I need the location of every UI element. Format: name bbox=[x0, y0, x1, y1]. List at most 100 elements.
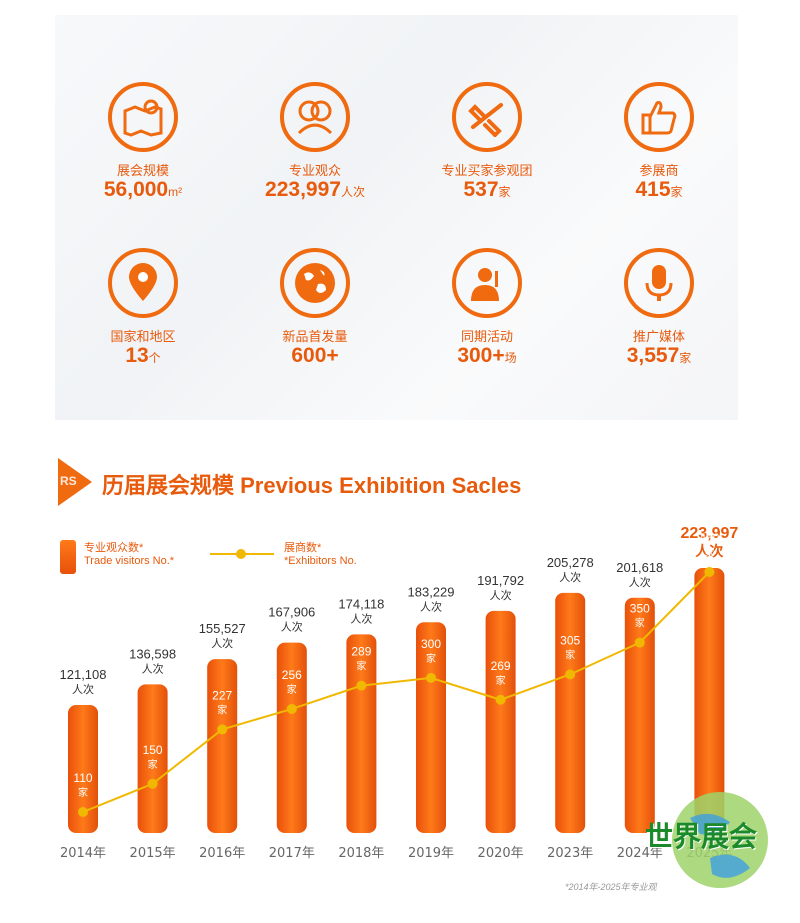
bar-unit-label: 人次 bbox=[72, 682, 94, 696]
bar-unit-label: 人次 bbox=[350, 611, 372, 625]
line-point bbox=[217, 724, 228, 735]
bar-value-label: 167,906 bbox=[268, 605, 315, 620]
line-unit-label: 家 bbox=[565, 648, 575, 661]
bar-value-label: 183,229 bbox=[408, 584, 455, 599]
bar-unit-label: 人次 bbox=[559, 570, 581, 584]
stat-trade-visitors: 专业观众 223,997人次 bbox=[230, 82, 400, 203]
chart-legend: 专业观众数* Trade visitors No.* 展商数* *Exhibitor… bbox=[60, 540, 390, 580]
line-point bbox=[356, 680, 367, 691]
line-unit-label: 家 bbox=[426, 652, 436, 665]
bar bbox=[68, 705, 98, 833]
line-unit-label: 家 bbox=[356, 660, 366, 673]
stat-value: 223,997 bbox=[265, 178, 341, 201]
stat-label: 新品首发量 bbox=[282, 329, 348, 344]
footnote: *2014年-2025年专业观 bbox=[565, 882, 657, 892]
stat-value: 13 bbox=[125, 344, 149, 367]
x-tick-label: 2016年 bbox=[199, 846, 245, 861]
bar-value-label: 205,278 bbox=[547, 555, 594, 570]
bar bbox=[555, 592, 586, 833]
bar bbox=[485, 610, 516, 833]
exhibitors-line bbox=[82, 571, 711, 813]
logo-text: RS bbox=[60, 474, 77, 488]
stat-buyer-groups: 专业买家参观团 537家 bbox=[402, 82, 572, 203]
line-unit-label: 家 bbox=[217, 703, 227, 716]
globe-icon bbox=[280, 248, 350, 318]
x-tick-label: 2019年 bbox=[408, 846, 454, 861]
legend-bars-cn: 专业观众数* bbox=[84, 542, 144, 554]
bar bbox=[276, 642, 307, 833]
line-point bbox=[634, 637, 645, 648]
stat-label: 推广媒体 bbox=[632, 329, 685, 344]
line-value-label: 300 bbox=[421, 637, 441, 651]
bar-value-label: 121,108 bbox=[60, 667, 107, 682]
stat-label: 国家和地区 bbox=[110, 329, 176, 344]
legend-dot-swatch bbox=[236, 549, 246, 559]
bar-value-label: 223,997 bbox=[680, 525, 738, 542]
line-point bbox=[147, 778, 158, 789]
line-unit-label: 家 bbox=[78, 786, 88, 799]
bar-unit-label: 人次 bbox=[211, 636, 233, 650]
line-value-label: 350 bbox=[630, 602, 650, 616]
line-value-label: 450 bbox=[699, 531, 719, 545]
stat-value: 56,000 bbox=[103, 178, 169, 201]
stat-label: 同期活动 bbox=[460, 329, 513, 344]
line-value-label: 289 bbox=[351, 645, 371, 659]
line-unit-label: 家 bbox=[287, 683, 297, 696]
bar-value-label: 136,598 bbox=[129, 646, 176, 661]
stat-unit: 人次 bbox=[340, 185, 365, 199]
microphone-icon bbox=[624, 248, 694, 318]
line-value-label: 227 bbox=[212, 688, 232, 702]
location-icon bbox=[108, 248, 178, 318]
legend-bars-en: Trade visitors No.* bbox=[84, 555, 175, 567]
line-point bbox=[704, 567, 715, 577]
bar-unit-label: 人次 bbox=[420, 599, 442, 613]
line-unit-label: 家 bbox=[148, 758, 158, 771]
x-tick-label: 2015年 bbox=[130, 846, 176, 861]
bar-value-label: 201,618 bbox=[616, 560, 663, 575]
line-value-label: 110 bbox=[73, 771, 92, 785]
line-point bbox=[286, 703, 297, 714]
line-value-label: 269 bbox=[491, 659, 511, 673]
speaker-icon bbox=[452, 248, 522, 318]
legend-line-en: *Exhibitors No. bbox=[284, 555, 357, 567]
stat-concurrent-events: 同期活动 300+场 bbox=[402, 248, 572, 369]
x-tick-label: 2020年 bbox=[478, 846, 524, 861]
bar-value-label: 174,118 bbox=[338, 596, 384, 611]
watermark-text: 世界展会 bbox=[645, 820, 758, 853]
line-point bbox=[565, 669, 576, 680]
stat-unit: 场 bbox=[504, 351, 517, 365]
stat-unit: 家 bbox=[679, 351, 692, 365]
stat-value: 300+ bbox=[457, 344, 505, 367]
map-pin-icon bbox=[108, 82, 178, 152]
stat-exhibition-area: 展会规模 56,000m² bbox=[58, 82, 228, 203]
line-unit-label: 家 bbox=[704, 546, 714, 559]
stat-label: 展会规模 bbox=[116, 163, 169, 178]
play-logo-icon bbox=[58, 458, 92, 506]
audience-icon bbox=[280, 82, 350, 152]
stat-value: 415 bbox=[635, 178, 671, 201]
bar-value-label: 155,527 bbox=[199, 621, 246, 636]
airplane-icon bbox=[452, 82, 522, 152]
bar-unit-label: 人次 bbox=[281, 620, 303, 634]
stat-unit: m² bbox=[168, 185, 183, 199]
stat-countries: 国家和地区 13个 bbox=[58, 248, 228, 369]
x-tick-label: 2014年 bbox=[60, 846, 106, 861]
stat-unit: 家 bbox=[670, 185, 683, 199]
line-unit-label: 家 bbox=[635, 617, 645, 630]
bar bbox=[137, 684, 168, 833]
line-value-label: 150 bbox=[143, 743, 163, 757]
x-tick-label: 2017年 bbox=[269, 846, 315, 861]
line-value-label: 256 bbox=[282, 668, 302, 682]
x-tick-label: 2018年 bbox=[338, 846, 384, 861]
legend-bar-swatch bbox=[60, 540, 76, 574]
stat-label: 专业观众 bbox=[288, 163, 341, 178]
bar-unit-label: 人次 bbox=[695, 543, 723, 560]
bar bbox=[624, 597, 655, 833]
x-tick-label: 2023年 bbox=[547, 846, 593, 861]
stat-value: 600+ bbox=[291, 344, 339, 367]
stat-new-products: 新品首发量 600+ bbox=[230, 248, 400, 369]
stats-panel bbox=[55, 15, 738, 420]
stat-value: 537 bbox=[463, 178, 499, 201]
bar-unit-label: 人次 bbox=[490, 588, 512, 602]
